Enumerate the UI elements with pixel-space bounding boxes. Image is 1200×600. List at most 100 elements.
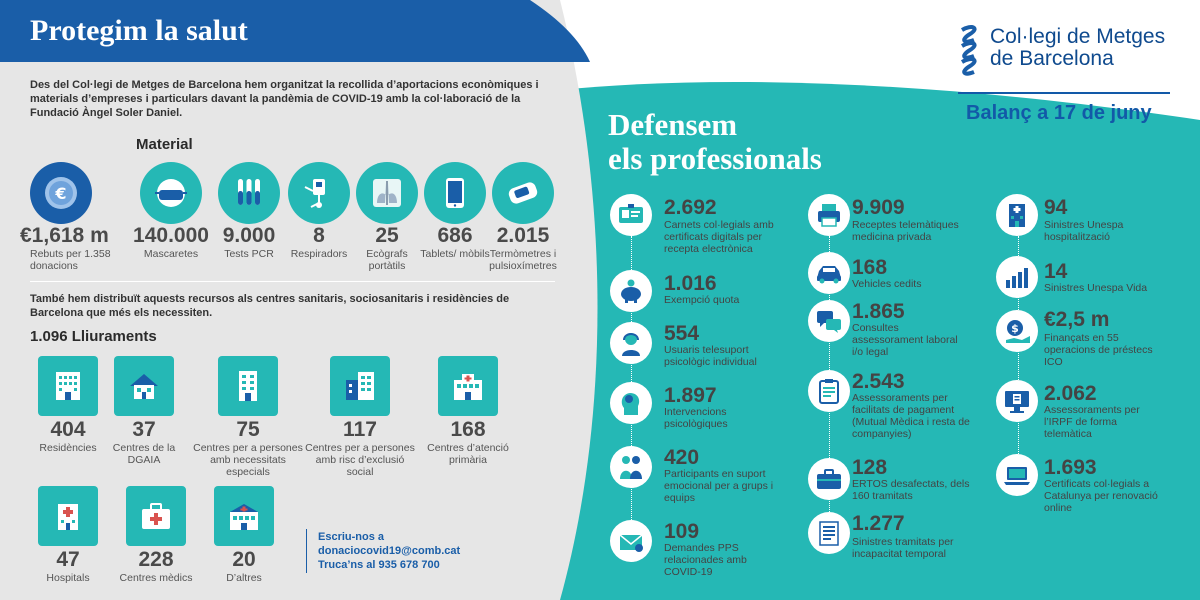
stat-value: €2,5 m (1044, 308, 1110, 331)
stat-label: Vehicles cedits (852, 278, 922, 290)
delivery-label: Centres mèdics (119, 572, 193, 584)
envelope-icon (619, 534, 643, 552)
stat-value: 14 (1044, 260, 1068, 283)
printer-icon (818, 204, 840, 227)
contact-block: Escriu-nos a donaciocovid19@comb.cat Tru… (318, 530, 460, 572)
contact-divider (306, 529, 307, 573)
stat-label: Participants en suport emocional per a g… (664, 468, 774, 504)
stat-icon-wrap (996, 380, 1038, 422)
clipboard-icon (819, 379, 839, 404)
stat-value: 109 (664, 520, 700, 543)
euro-coin-icon: € (45, 177, 77, 209)
delivery-value: 20 (232, 548, 256, 571)
delivery-item-residences (38, 356, 98, 416)
material-value: 2.015 (496, 224, 550, 247)
stat-icon-wrap (808, 458, 850, 500)
delivery-label: Centres d’atenció primària (427, 442, 509, 466)
stat-icon-wrap (610, 194, 652, 236)
stat-value: 9.909 (852, 196, 905, 219)
delivery-value: 228 (138, 548, 174, 571)
stat-label: Assessoraments per facilitats de pagamen… (852, 392, 970, 440)
material-value: 9.000 (222, 224, 276, 247)
stat-label: Demandes PPS relacionades amb COVID-19 (664, 542, 747, 578)
oximeter-icon (508, 182, 538, 204)
delivery-value: 168 (450, 418, 486, 441)
stat-icon-wrap (996, 256, 1038, 298)
briefcase-icon (817, 469, 841, 489)
car-icon (817, 266, 841, 284)
piggy-bank-icon (621, 279, 641, 303)
delivery-label: D’altres (226, 572, 262, 584)
head-profile-icon (621, 393, 640, 415)
city-buildings-icon (346, 372, 374, 400)
delivery-item-hospitals (38, 486, 98, 546)
delivery-item-medical-centres (126, 486, 186, 546)
delivery-item-social-exclusion (330, 356, 390, 416)
stat-icon-wrap (610, 270, 652, 312)
material-label: Tablets/ mòbils (420, 248, 490, 260)
stat-icon-wrap (808, 194, 850, 236)
xray-lungs-icon (373, 179, 401, 207)
column-1-connector (631, 236, 632, 526)
delivery-item-dgaia (114, 356, 174, 416)
stat-icon-wrap (610, 446, 652, 488)
contact-email-link[interactable]: donaciocovid19@comb.cat (318, 545, 461, 557)
material-label: Termòmetres i pulsioxímetres (489, 248, 557, 272)
stat-label: ERTOS desafectats, dels 160 tramitats (852, 478, 970, 502)
stat-icon-wrap (808, 370, 850, 412)
stat-icon-wrap (610, 322, 652, 364)
clinic-icon (454, 374, 482, 400)
house-icon (130, 374, 158, 399)
test-tubes-icon (238, 179, 260, 205)
stat-label: Sinistres Unespa Vida (1044, 282, 1148, 294)
delivery-label: Centres per a persones amb necessitats e… (193, 442, 303, 478)
stat-icon-wrap (996, 194, 1038, 236)
id-card-icon (619, 204, 643, 223)
stat-label: Finançats en 55 operacions de préstecs I… (1044, 332, 1153, 368)
stat-value: 168 (852, 256, 888, 279)
monitor-icon (1005, 391, 1029, 413)
material-value: 140.000 (133, 224, 209, 247)
svg-text:€: € (54, 184, 66, 203)
stat-value: 1.277 (852, 512, 905, 535)
delivery-value: 117 (343, 418, 377, 441)
material-value: €1,618 m (20, 224, 109, 247)
stat-label: Exempció quota (664, 294, 740, 306)
stat-label: Sinistres tramitats per incapacitat temp… (852, 536, 954, 560)
people-support-icon (620, 456, 642, 479)
intro-text: Des del Col·legi de Metges de Barcelona … (30, 79, 539, 119)
stat-label: Carnets col·legials amb certificats digi… (664, 219, 774, 255)
delivery-label: Hospitals (46, 572, 90, 584)
hospital-building-icon (1009, 204, 1025, 227)
stat-value: 2.692 (664, 196, 717, 219)
stat-value: 1.693 (1044, 456, 1097, 479)
stat-label: Sinistres Unespa hospitalització (1044, 219, 1124, 243)
section-title: Defensem els professionals (608, 108, 822, 176)
stat-label: Usuaris telesuport psicològic individual (664, 344, 757, 368)
material-item-tablets (424, 162, 486, 224)
delivery-label: Centres per a persones amb risc d’exclus… (305, 442, 415, 478)
stat-label: Receptes telemàtiques medicina privada (852, 219, 959, 243)
page-title: Protegim la salut (30, 14, 248, 47)
material-label: Tests PCR (224, 248, 274, 260)
delivery-value: 37 (132, 418, 156, 441)
delivery-value: 404 (50, 418, 86, 441)
section-title-line-1: Defensem (608, 107, 738, 142)
ventilator-icon (304, 179, 325, 208)
stat-value: 554 (664, 322, 700, 345)
dollar-hand-icon: $ (1006, 320, 1030, 343)
material-item-tests (218, 162, 280, 224)
material-label: Rebuts per 1.358 donacions (30, 248, 111, 272)
material-title: Material (136, 136, 193, 153)
medical-kit-icon (142, 503, 170, 529)
document-icon (819, 521, 839, 546)
residence-building-icon (56, 372, 80, 400)
stat-value: 2.543 (852, 370, 905, 393)
stat-label: Assessoraments per l’IRPF de forma telem… (1044, 404, 1140, 440)
delivery-item-others (214, 486, 274, 546)
material-label: Mascaretes (143, 248, 199, 260)
material-value: 25 (375, 224, 399, 247)
chat-bubbles-icon (817, 311, 841, 333)
material-value: 686 (437, 224, 473, 247)
